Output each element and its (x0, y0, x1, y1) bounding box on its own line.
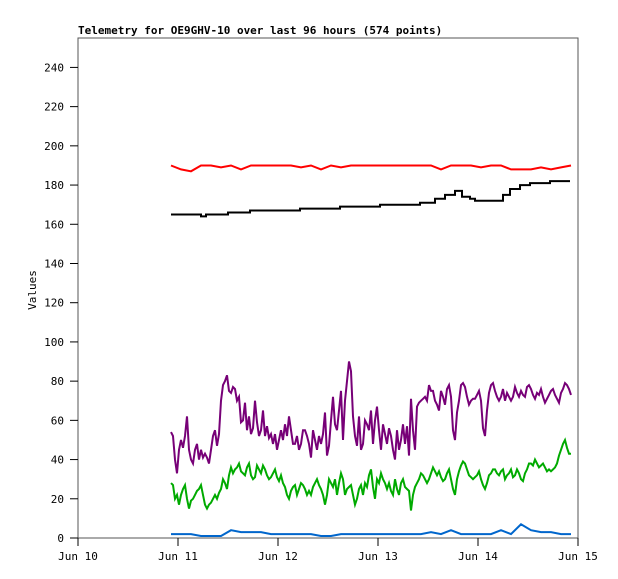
y-tick-label: 180 (44, 179, 64, 192)
series-line-black (171, 180, 570, 218)
y-tick-label: 100 (44, 336, 64, 349)
y-axis-label: Values (26, 270, 39, 310)
x-tick-label: Jun 13 (358, 550, 398, 563)
chart-title: Telemetry for OE9GHV-10 over last 96 hou… (78, 24, 442, 37)
y-tick-label: 200 (44, 140, 64, 153)
series-line-red (170, 164, 572, 173)
y-tick-label: 80 (51, 375, 64, 388)
y-tick-label: 160 (44, 218, 64, 231)
y-tick-label: 40 (51, 454, 64, 467)
plot-area (77, 37, 579, 539)
x-tick-label: Jun 14 (458, 550, 498, 563)
y-tick-label: 240 (44, 61, 64, 74)
y-tick-label: 60 (51, 414, 64, 427)
series-line-blue (171, 523, 571, 537)
y-tick-label: 0 (57, 532, 64, 545)
y-tick-label: 120 (44, 297, 64, 310)
y-tick-label: 220 (44, 101, 64, 114)
series-line-green (170, 437, 571, 511)
x-tick-label: Jun 10 (58, 550, 98, 563)
y-tick-label: 140 (44, 257, 64, 270)
y-tick-label: 20 (51, 493, 64, 506)
x-tick-label: Jun 12 (258, 550, 298, 563)
x-tick-label: Jun 15 (558, 550, 598, 563)
x-tick-label: Jun 11 (158, 550, 198, 563)
series-line-purple (170, 361, 572, 474)
